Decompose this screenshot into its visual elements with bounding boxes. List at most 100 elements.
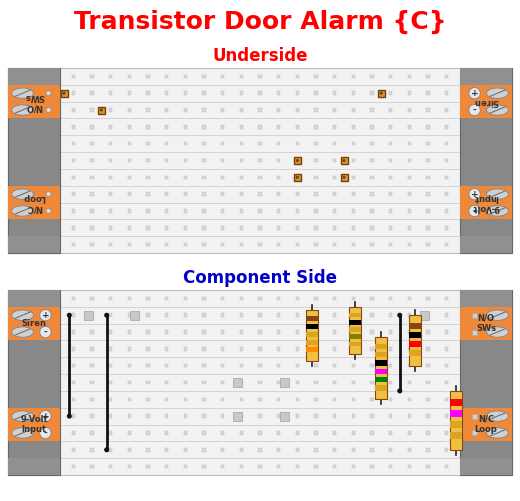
Ellipse shape: [487, 206, 509, 216]
Circle shape: [104, 447, 109, 452]
Circle shape: [380, 92, 383, 95]
Bar: [420, 311, 428, 320]
Text: -: -: [473, 206, 476, 215]
Bar: [460, 324, 512, 341]
Text: N/O
SWs: N/O SWs: [476, 314, 496, 333]
Ellipse shape: [11, 189, 33, 199]
Bar: [60, 90, 68, 97]
Circle shape: [469, 104, 480, 116]
Bar: [306, 347, 318, 353]
Circle shape: [296, 159, 299, 162]
Text: +: +: [471, 190, 478, 198]
Bar: [460, 424, 512, 441]
Ellipse shape: [487, 411, 509, 421]
Bar: [8, 290, 60, 307]
Bar: [375, 337, 387, 399]
Circle shape: [104, 313, 109, 318]
Text: Siren: Siren: [21, 319, 46, 328]
Bar: [460, 290, 512, 475]
Bar: [450, 410, 462, 417]
Circle shape: [46, 208, 51, 213]
Bar: [409, 341, 421, 347]
Bar: [460, 307, 512, 324]
Bar: [460, 102, 512, 118]
Bar: [306, 340, 318, 345]
Bar: [306, 324, 318, 329]
Bar: [460, 458, 512, 475]
Circle shape: [40, 326, 51, 338]
Bar: [8, 236, 60, 253]
Bar: [349, 313, 361, 317]
Bar: [130, 311, 139, 320]
Circle shape: [469, 88, 480, 99]
Bar: [294, 157, 301, 164]
Bar: [375, 344, 387, 349]
Bar: [450, 399, 462, 406]
Text: +: +: [471, 89, 478, 98]
Text: N/O
SWs: N/O SWs: [24, 92, 44, 111]
Text: Transistor Door Alarm {C}: Transistor Door Alarm {C}: [74, 10, 446, 34]
Bar: [306, 317, 318, 322]
Ellipse shape: [487, 327, 509, 337]
Bar: [8, 290, 60, 475]
Circle shape: [67, 414, 72, 419]
Text: N/C
Loop: N/C Loop: [475, 415, 497, 434]
Circle shape: [469, 188, 480, 200]
Bar: [8, 68, 60, 253]
Bar: [349, 327, 361, 332]
Bar: [409, 332, 421, 338]
Text: 9-Volt
Input: 9-Volt Input: [20, 415, 48, 434]
Bar: [98, 107, 105, 114]
Bar: [409, 315, 421, 366]
Circle shape: [40, 310, 51, 321]
Bar: [8, 186, 60, 202]
Circle shape: [40, 410, 51, 422]
Bar: [409, 350, 421, 356]
Bar: [306, 332, 318, 337]
Ellipse shape: [487, 88, 509, 98]
Bar: [8, 68, 512, 253]
Bar: [375, 360, 387, 366]
Bar: [341, 174, 347, 181]
Bar: [375, 377, 387, 382]
Bar: [349, 320, 361, 325]
Circle shape: [46, 192, 51, 196]
Bar: [8, 68, 60, 85]
Circle shape: [343, 159, 346, 162]
Bar: [306, 310, 318, 361]
Bar: [8, 324, 60, 341]
Bar: [450, 391, 462, 450]
Circle shape: [397, 313, 402, 318]
Bar: [8, 202, 60, 219]
Text: -: -: [44, 428, 47, 437]
Ellipse shape: [11, 206, 33, 216]
Ellipse shape: [11, 310, 33, 321]
Bar: [375, 385, 387, 391]
Ellipse shape: [11, 327, 33, 337]
Bar: [349, 342, 361, 346]
Bar: [460, 408, 512, 424]
Circle shape: [46, 91, 51, 96]
Bar: [8, 290, 512, 475]
Bar: [460, 202, 512, 219]
Bar: [233, 412, 242, 421]
Bar: [375, 369, 387, 374]
Bar: [8, 408, 60, 424]
Ellipse shape: [487, 310, 509, 321]
Ellipse shape: [11, 428, 33, 438]
Bar: [8, 424, 60, 441]
Bar: [460, 85, 512, 102]
Bar: [450, 431, 462, 438]
Ellipse shape: [487, 428, 509, 438]
Bar: [460, 290, 512, 307]
Bar: [84, 311, 93, 320]
Ellipse shape: [11, 88, 33, 98]
Text: N/C
Loop: N/C Loop: [23, 193, 45, 212]
Circle shape: [397, 388, 402, 393]
Text: 9-Volt
Input: 9-Volt Input: [472, 193, 500, 212]
Bar: [460, 68, 512, 85]
Bar: [349, 307, 361, 354]
Circle shape: [67, 313, 72, 318]
Bar: [8, 307, 60, 324]
Bar: [460, 186, 512, 202]
